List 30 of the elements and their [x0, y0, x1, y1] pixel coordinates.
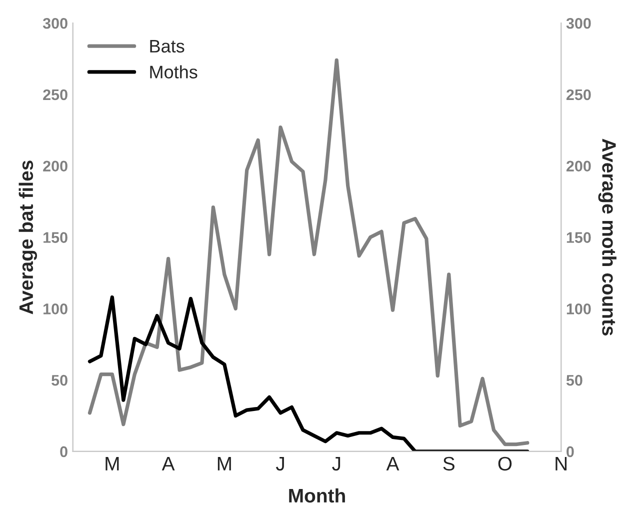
y2-tick-label: 100	[566, 304, 591, 314]
y-tick-label: 250	[43, 89, 68, 100]
y2-tick-label: 300	[566, 18, 591, 29]
y2-axis-title: Average moth counts	[598, 138, 616, 336]
x-tick-label: N	[556, 457, 567, 470]
y-tick-label: 50	[52, 374, 68, 386]
x-tick-label: M	[218, 457, 231, 470]
y-tick-label: 150	[44, 232, 68, 243]
x-tick-label: J	[332, 457, 340, 471]
y-tick-label: 300	[42, 18, 68, 29]
x-tick-label: M	[106, 457, 119, 470]
legend-label: Bats	[150, 40, 184, 53]
x-tick-label: A	[386, 457, 400, 470]
x-tick-label: A	[162, 457, 175, 470]
y2-tick-label: 0	[566, 446, 574, 458]
x-tick-label: J	[276, 457, 284, 471]
y2-tick-label: 150	[566, 232, 591, 243]
y-tick-label: 200	[43, 160, 68, 172]
x-tick-label: S	[443, 456, 454, 471]
y-axis-title: Average bat files	[18, 160, 38, 314]
y-tick-label: 100	[44, 304, 68, 314]
line-series	[88, 58, 530, 446]
y2-tick-label: 250	[566, 89, 591, 100]
y2-tick-label: 200	[566, 160, 591, 172]
line-series	[88, 295, 530, 452]
y2-tick-label: 50	[566, 374, 582, 386]
x-axis-title: Month	[289, 488, 345, 503]
y-tick-label: 0	[60, 446, 68, 458]
legend-label: Moths	[150, 65, 198, 78]
x-tick-label: O	[498, 456, 512, 471]
